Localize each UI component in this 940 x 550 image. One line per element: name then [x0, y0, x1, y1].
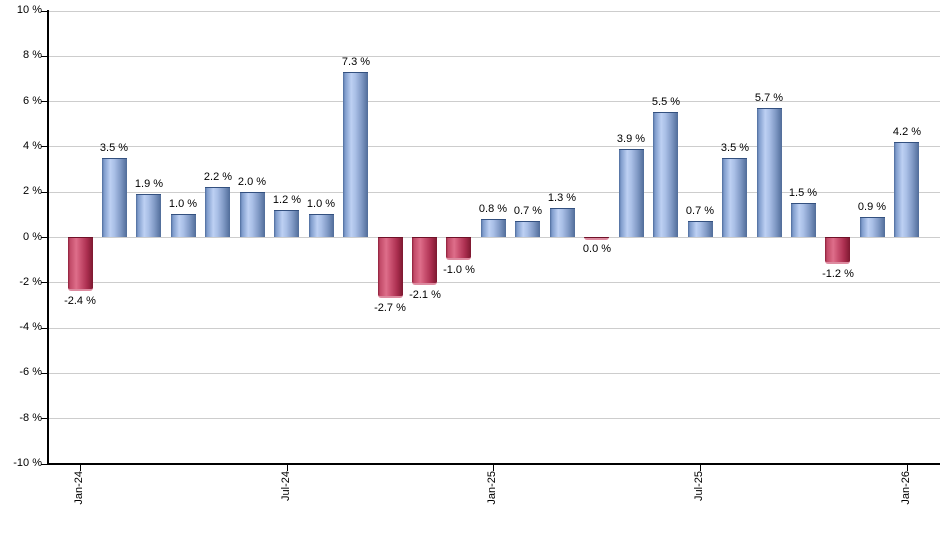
y-gridline	[48, 192, 940, 193]
bar[interactable]	[653, 112, 678, 237]
bar-value-label: 3.9 %	[616, 133, 646, 145]
y-axis-tick	[40, 146, 47, 147]
bar[interactable]	[688, 221, 713, 237]
y-tick-label: 4 %	[23, 140, 42, 152]
y-axis-tick	[40, 237, 47, 238]
bar[interactable]	[309, 214, 334, 237]
bar[interactable]	[343, 72, 368, 237]
x-tick-label: Jul-24	[280, 471, 292, 501]
y-gridline	[48, 101, 940, 102]
bar-value-label: 7.3 %	[341, 56, 371, 68]
bar-value-label: 0.0 %	[582, 243, 612, 255]
y-axis-tick	[40, 192, 47, 193]
bar[interactable]	[722, 158, 747, 237]
bar-value-label: 0.8 %	[478, 203, 508, 215]
bar-value-label: 5.5 %	[651, 96, 681, 108]
y-gridline	[48, 237, 940, 238]
bar[interactable]	[412, 237, 437, 285]
bar-value-label: -2.7 %	[374, 302, 406, 314]
y-gridline	[48, 282, 940, 283]
bar[interactable]	[791, 203, 816, 237]
bar-value-label: 5.7 %	[754, 92, 784, 104]
y-tick-label: 8 %	[23, 49, 42, 61]
bar-value-label: 1.5 %	[788, 187, 818, 199]
bar[interactable]	[825, 237, 850, 264]
y-gridline	[48, 56, 940, 57]
bar-value-label: 1.0 %	[168, 198, 198, 210]
x-tick-label: Jul-25	[693, 471, 705, 501]
bar[interactable]	[894, 142, 919, 237]
bar-value-label: 0.7 %	[513, 205, 543, 217]
bar[interactable]	[446, 237, 471, 260]
bar-value-label: -2.1 %	[409, 289, 441, 301]
bar-value-label: 1.0 %	[306, 198, 336, 210]
bar-value-label: 3.5 %	[99, 142, 129, 154]
bar-value-label: 3.5 %	[720, 142, 750, 154]
y-tick-label: -6 %	[19, 366, 42, 378]
bar[interactable]	[136, 194, 161, 237]
y-tick-label: -4 %	[19, 321, 42, 333]
bar[interactable]	[619, 149, 644, 237]
bar[interactable]	[860, 217, 885, 237]
x-tick-label: Jan-25	[486, 471, 498, 505]
bar-value-label: 0.7 %	[685, 205, 715, 217]
bar[interactable]	[102, 158, 127, 237]
y-tick-label: 2 %	[23, 185, 42, 197]
x-tick-label: Jan-24	[73, 471, 85, 505]
bar-value-label: 2.2 %	[203, 171, 233, 183]
y-axis-tick	[40, 464, 47, 465]
y-tick-label: -8 %	[19, 412, 42, 424]
bar[interactable]	[68, 237, 93, 291]
bar[interactable]	[171, 214, 196, 237]
y-gridline	[48, 418, 940, 419]
bar-value-label: -2.4 %	[64, 295, 96, 307]
bar[interactable]	[757, 108, 782, 237]
y-gridline	[48, 11, 940, 12]
bar[interactable]	[378, 237, 403, 298]
x-axis-tick	[700, 465, 701, 471]
bar[interactable]	[584, 237, 609, 240]
bar[interactable]	[240, 192, 265, 237]
bar[interactable]	[274, 210, 299, 237]
y-axis-tick	[40, 418, 47, 419]
y-axis-tick	[40, 282, 47, 283]
y-gridline	[48, 328, 940, 329]
y-axis-tick	[40, 101, 47, 102]
bar[interactable]	[205, 187, 230, 237]
bar-value-label: -1.2 %	[822, 268, 854, 280]
bar[interactable]	[481, 219, 506, 237]
x-axis-tick	[907, 465, 908, 471]
bar-value-label: -1.0 %	[443, 264, 475, 276]
y-axis-tick	[40, 56, 47, 57]
y-tick-label: -2 %	[19, 276, 42, 288]
x-axis-tick	[287, 465, 288, 471]
y-gridline	[48, 146, 940, 147]
bar-value-label: 1.9 %	[134, 178, 164, 190]
bar-value-label: 1.3 %	[547, 192, 577, 204]
x-axis-line	[46, 463, 940, 465]
y-axis-tick	[40, 328, 47, 329]
bar-value-label: 2.0 %	[237, 176, 267, 188]
y-axis-tick	[40, 373, 47, 374]
y-tick-label: 6 %	[23, 95, 42, 107]
bar-value-label: 0.9 %	[857, 201, 887, 213]
y-tick-label: 0 %	[23, 231, 42, 243]
y-gridline	[48, 373, 940, 374]
y-tick-label: 10 %	[16, 4, 42, 16]
x-axis-tick	[493, 465, 494, 471]
y-axis-tick	[40, 11, 47, 12]
bar[interactable]	[550, 208, 575, 237]
x-tick-label: Jan-26	[900, 471, 912, 505]
bar-value-label: 1.2 %	[272, 194, 302, 206]
x-axis-tick	[80, 465, 81, 471]
bar-value-label: 4.2 %	[892, 126, 922, 138]
y-tick-label: -10 %	[13, 457, 42, 469]
y-axis-line	[46, 10, 49, 465]
bar[interactable]	[515, 221, 540, 237]
